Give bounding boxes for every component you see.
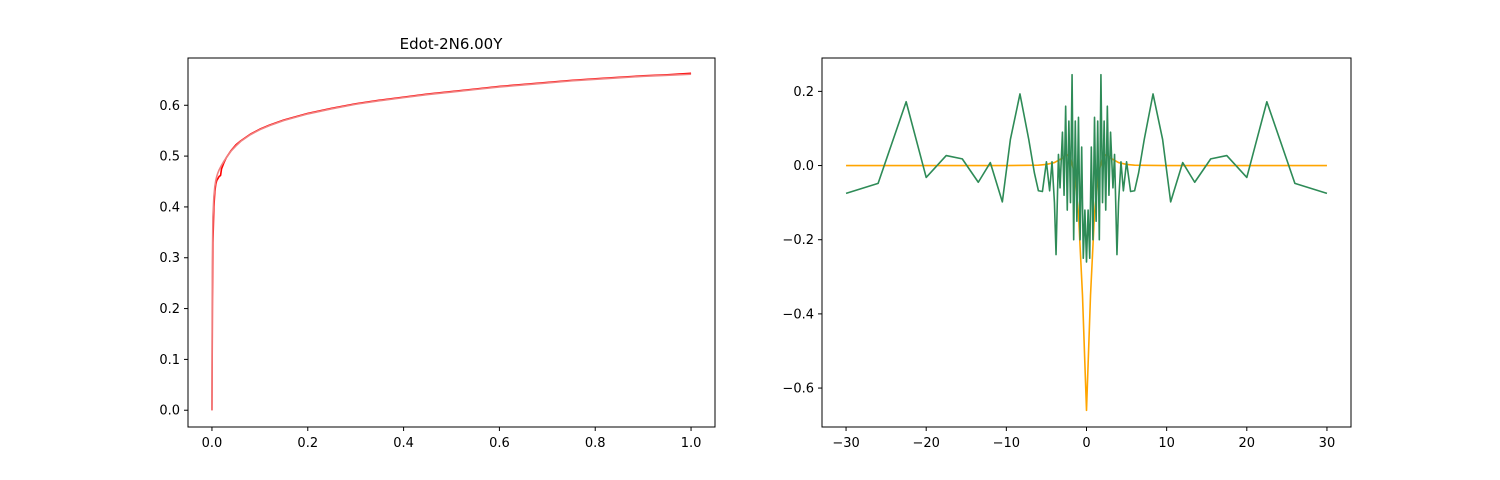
right-chart-axes: −30 −20 −10 0 10 20 30 −0.6 −0.4 −0.2 0.0 0.2: [782, 85, 1335, 451]
left-chart-axes: 0.0 0.2 0.4 0.6 0.8 1.0 0.0 0.1 0.2 0.3 0.4 0.5 0.6: [159, 99, 701, 451]
right-chart-x-tick-label: −30: [832, 436, 859, 451]
right-chart-series-1-line: [845, 73, 1328, 263]
right-chart-y-tick-label: 0.0: [793, 159, 814, 174]
left-chart-y-tick-label: 0.1: [159, 353, 180, 368]
right-chart-x-tick-label: 10: [1158, 436, 1175, 451]
left-chart: Edot-2N6.00Y 0.0 0.2 0.4 0.6 0.8 1.0 0.0 0.1 0.2…: [159, 35, 716, 451]
left-chart-y-tick-label: 0.5: [159, 150, 180, 165]
right-chart-plot-area: [845, 73, 1328, 412]
right-chart-x-tick-label: 20: [1239, 436, 1256, 451]
left-chart-series-1-line: [211, 73, 692, 411]
left-chart-plot-area: [211, 72, 692, 411]
left-chart-frame: [187, 57, 716, 428]
left-chart-y-tick-label: 0.2: [159, 302, 180, 317]
right-chart-x-tick-label: 0: [1082, 436, 1090, 451]
right-chart-y-tick-label: 0.2: [793, 85, 814, 100]
left-chart-x-tick-label: 0.6: [489, 436, 510, 451]
left-chart-x-tick-label: 0.2: [297, 436, 318, 451]
left-chart-y-tick-label: 0.3: [159, 251, 180, 266]
left-chart-x-tick-label: 0.0: [202, 436, 223, 451]
right-chart-y-tick-label: −0.6: [782, 382, 814, 397]
left-chart-title: Edot-2N6.00Y: [400, 35, 504, 53]
left-chart-x-tick-label: 0.4: [393, 436, 414, 451]
right-chart-x-tick-label: −20: [912, 436, 939, 451]
left-chart-x-tick-label: 1.0: [681, 436, 702, 451]
left-chart-y-tick-label: 0.6: [159, 99, 180, 114]
left-chart-y-tick-label: 0.0: [159, 404, 180, 419]
right-chart: −30 −20 −10 0 10 20 30 −0.6 −0.4 −0.2 0.0 0.2: [782, 57, 1352, 451]
left-chart-x-tick-label: 0.8: [585, 436, 606, 451]
right-chart-y-tick-label: −0.4: [782, 307, 814, 322]
left-chart-y-tick-label: 0.4: [159, 200, 180, 215]
right-chart-y-tick-label: −0.2: [782, 233, 814, 248]
right-chart-x-tick-label: 30: [1319, 436, 1336, 451]
right-chart-x-tick-label: −10: [993, 436, 1020, 451]
